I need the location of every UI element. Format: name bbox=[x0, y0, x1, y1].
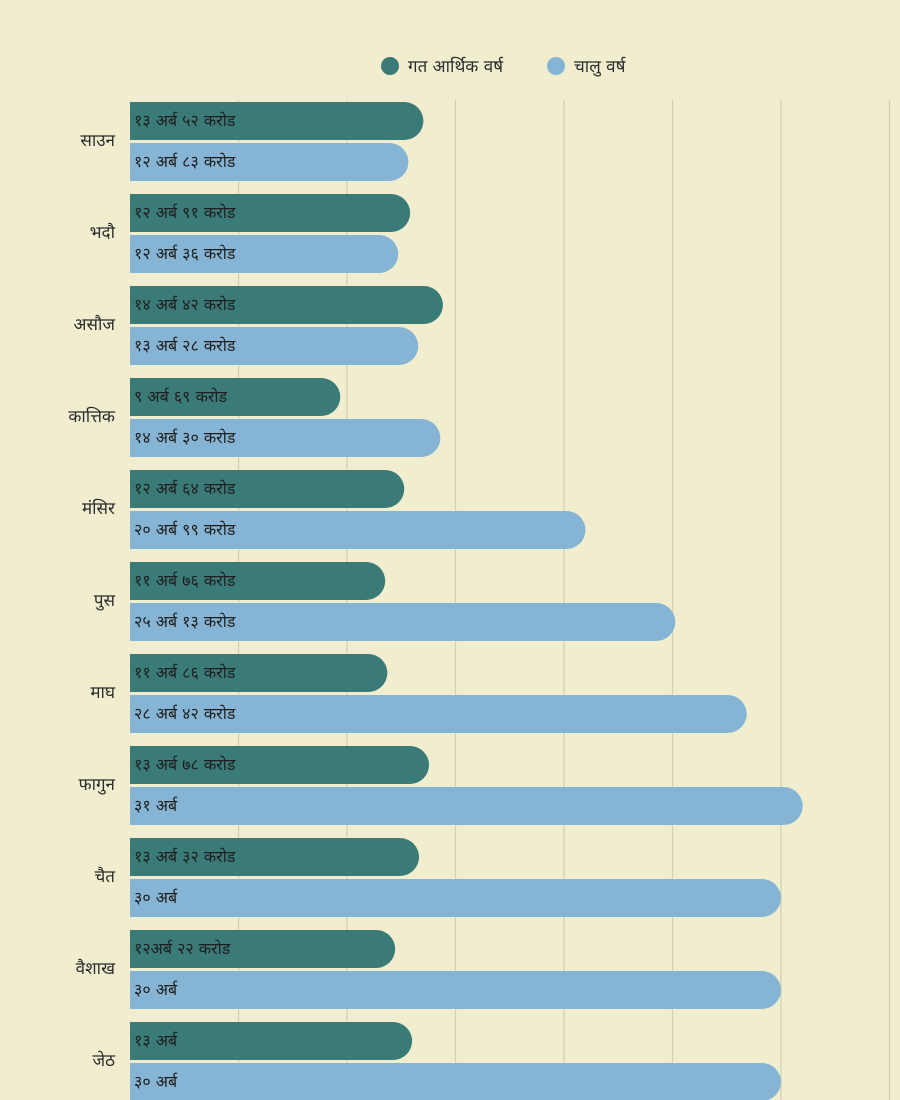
bar bbox=[130, 1063, 781, 1100]
bar bbox=[130, 746, 430, 784]
category-labels: साउन भदौ असौज कात्तिक मंसिर पुस माघ फागुन चैत वैश… bbox=[68, 131, 116, 1071]
bar-value-label: १२अर्ब २२ करोड bbox=[134, 939, 231, 958]
bar bbox=[130, 102, 424, 140]
category-label: पुस bbox=[94, 591, 116, 611]
category-label: कात्तिक bbox=[68, 406, 116, 427]
bar-value-label: १३ अर्ब bbox=[134, 1031, 178, 1050]
bar-value-label: २८ अर्ब ४२ करोड bbox=[134, 704, 236, 723]
bar-value-label: २५ अर्ब १३ करोड bbox=[134, 612, 236, 631]
bar-value-label: २० अर्ब ९९ करोड bbox=[134, 520, 236, 539]
bar bbox=[130, 470, 405, 508]
bar bbox=[130, 194, 411, 232]
bar-value-label: ११ अर्ब ७६ करोड bbox=[134, 571, 236, 590]
bar bbox=[130, 787, 803, 826]
bar bbox=[130, 879, 781, 917]
bar bbox=[130, 838, 420, 876]
bar-value-label: १४ अर्ब ३० करोड bbox=[134, 428, 236, 447]
category-label: वैशाख bbox=[76, 958, 116, 979]
category-label: माघ bbox=[90, 683, 116, 703]
bar bbox=[130, 603, 676, 641]
bar-value-label: १४ अर्ब ४२ करोड bbox=[134, 295, 236, 314]
bar bbox=[130, 1022, 413, 1060]
bar bbox=[130, 930, 396, 968]
bar bbox=[130, 511, 586, 549]
category-label: जेठ bbox=[93, 1050, 117, 1071]
category-label: साउन bbox=[80, 131, 115, 151]
bar bbox=[130, 654, 388, 692]
bar-value-label: ३० अर्ब bbox=[134, 980, 178, 999]
bar-value-label: १३ अर्ब ५२ करोड bbox=[134, 111, 236, 130]
bars: १३ अर्ब ५२ करोड १२ अर्ब ८३ करोड १२ अर्ब ९१… bbox=[130, 102, 803, 1100]
legend-label: गत आर्थिक वर्ष bbox=[408, 56, 504, 77]
bar-value-label: ३१ अर्ब bbox=[134, 796, 178, 815]
bar bbox=[130, 419, 441, 457]
bar-value-label: १२ अर्ब ८३ करोड bbox=[134, 152, 236, 171]
bar-value-label: १२ अर्ब ६४ करोड bbox=[134, 479, 236, 498]
bar bbox=[130, 286, 443, 324]
bar bbox=[130, 235, 399, 273]
bar-value-label: १२ अर्ब ३६ करोड bbox=[134, 244, 236, 263]
bar bbox=[130, 695, 747, 733]
bar bbox=[130, 971, 781, 1009]
bar-value-label: ११ अर्ब ८६ करोड bbox=[134, 663, 236, 682]
category-label: चैत bbox=[95, 866, 116, 887]
category-label: मंसिर bbox=[82, 498, 116, 519]
category-label: भदौ bbox=[90, 222, 116, 243]
legend-label: चालु वर्ष bbox=[574, 56, 627, 77]
category-label: फागुन bbox=[78, 775, 115, 795]
bar-value-label: १३ अर्ब ३२ करोड bbox=[134, 847, 236, 866]
bar-value-label: १३ अर्ब २८ करोड bbox=[134, 336, 236, 355]
category-label: असौज bbox=[74, 314, 116, 335]
bar bbox=[130, 562, 386, 600]
bar-value-label: ३० अर्ब bbox=[134, 888, 178, 907]
bar-value-label: १३ अर्ब ७८ करोड bbox=[134, 755, 236, 774]
bar-value-label: ३० अर्ब bbox=[134, 1072, 178, 1091]
legend: गत आर्थिक वर्ष चालु वर्ष bbox=[381, 56, 627, 77]
bar bbox=[130, 378, 341, 416]
legend-swatch bbox=[547, 57, 565, 75]
bar bbox=[130, 143, 409, 181]
bar bbox=[130, 327, 419, 365]
legend-swatch bbox=[381, 57, 399, 75]
bar-value-label: १२ अर्ब ९१ करोड bbox=[134, 203, 236, 222]
bar-value-label: ९ अर्ब ६९ करोड bbox=[134, 387, 228, 406]
